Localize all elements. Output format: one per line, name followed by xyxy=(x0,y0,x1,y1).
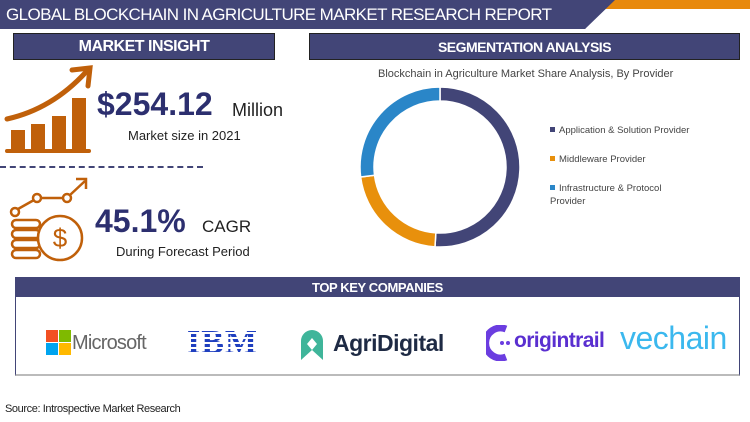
page-title: GLOBAL BLOCKCHAIN IN AGRICULTURE MARKET … xyxy=(0,0,615,29)
legend-swatch xyxy=(550,127,555,132)
ibm-logo: IBM xyxy=(187,324,258,361)
chart-title: Blockchain in Agriculture Market Share A… xyxy=(378,68,674,80)
market-insight-heading: MARKET INSIGHT xyxy=(13,33,275,60)
donut-slice xyxy=(359,86,441,178)
microsoft-logo-text: Microsoft xyxy=(72,332,147,354)
cagr-value: 45.1% xyxy=(95,203,186,239)
key-companies-panel: TOP KEY COMPANIES xyxy=(15,277,740,376)
legend-label: Infrastructure & Protocol Provider xyxy=(550,183,662,207)
segmentation-heading: SEGMENTATION ANALYSIS xyxy=(309,33,740,60)
legend-swatch xyxy=(550,156,555,161)
donut-slice xyxy=(359,174,437,248)
svg-text:$: $ xyxy=(53,223,68,253)
origintrail-logo: origintrail xyxy=(514,329,605,352)
coins-growth-icon: $ xyxy=(9,177,88,262)
origintrail-icon xyxy=(486,325,510,361)
agridigital-icon xyxy=(301,330,323,360)
cagr-label: CAGR xyxy=(202,217,252,236)
legend-item: Middleware Provider xyxy=(550,153,646,166)
divider xyxy=(0,166,203,168)
market-size-label: Market size in 2021 xyxy=(128,128,241,143)
vechain-logo: vechain xyxy=(620,320,727,356)
forecast-period-label: During Forecast Period xyxy=(116,244,250,259)
agridigital-logo: AgriDigital xyxy=(333,330,444,356)
legend-item: Infrastructure & Protocol Provider xyxy=(550,182,690,208)
legend-item: Application & Solution Provider xyxy=(550,124,689,137)
legend-swatch xyxy=(550,185,555,190)
legend-label: Middleware Provider xyxy=(559,154,646,165)
source-note: Source: Introspective Market Research xyxy=(5,403,181,415)
microsoft-logo xyxy=(46,330,86,370)
accent-strip xyxy=(600,0,750,9)
market-size-unit: Million xyxy=(232,100,284,120)
growth-chart-icon xyxy=(4,65,93,153)
market-size-value: $254.12 xyxy=(97,86,213,122)
microsoft-icon xyxy=(46,330,71,355)
donut-chart xyxy=(359,86,521,248)
donut-slice xyxy=(434,86,521,248)
key-companies-heading: TOP KEY COMPANIES xyxy=(16,278,739,297)
legend-label: Application & Solution Provider xyxy=(559,125,690,136)
